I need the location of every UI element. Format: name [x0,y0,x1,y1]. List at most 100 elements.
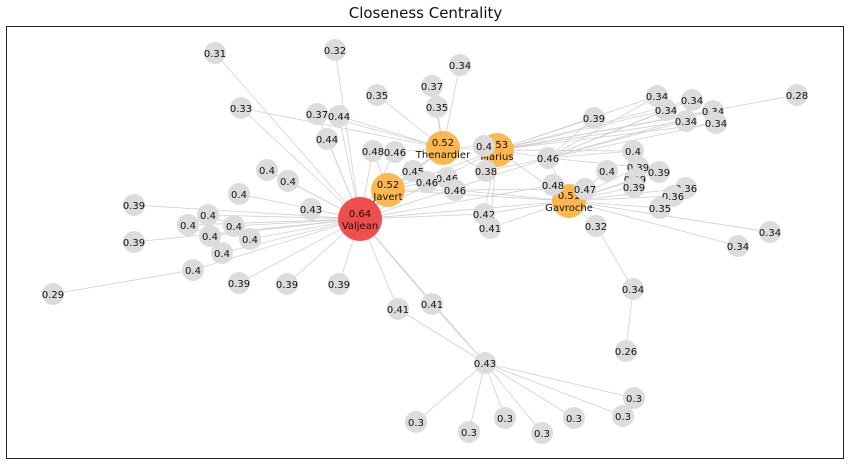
node-circle [786,84,808,106]
node-circle [574,178,596,200]
node-n_034c: 0.34 [655,99,677,121]
edge-valjean-n_033 [240,107,361,220]
node-circle [228,183,250,205]
node-value-label: 0.39 [276,280,298,291]
node-circle [458,421,480,443]
edge-n_043b-n_03g [484,362,635,399]
node-circle [531,422,553,444]
node-circle [475,160,497,182]
node-circle [622,278,644,300]
node-n_03c: 0.3 [494,407,516,429]
node-value-label: 0.46 [436,174,458,185]
node-n_03d: 0.3 [531,422,553,444]
node-value-label: 0.3 [534,429,550,440]
edge-n_043b-n_03d [484,362,543,434]
node-n_041a: 0.41 [479,217,501,239]
edge-n_043b-n_03a [415,362,486,423]
node-n_044b: 0.44 [316,128,338,150]
node-n_034h: 0.34 [759,221,781,243]
node-circle [211,242,233,264]
edge-n_046e-n_034f [547,120,687,159]
node-value-label: 0.53 [486,140,508,151]
node-n_03a: 0.3 [405,411,427,433]
node-circle [387,298,409,320]
node-circle [585,215,607,237]
edge-thenardier-n_044a [338,115,444,149]
edge-valjean-gavroche [359,200,570,220]
node-value-label: 0.39 [123,238,145,249]
node-n_047: 0.47 [574,178,596,200]
node-value-label: 0.4 [231,190,247,201]
node-name-label: Thenardier [415,150,471,161]
node-circle [449,54,471,76]
node-value-label: 0.35 [649,204,671,215]
node-circle [649,197,671,219]
node-circle [705,112,727,134]
node-circle [444,179,466,201]
node-circle [681,89,703,111]
node-value-label: 0.4 [599,167,615,178]
nodes-layer: 0.64Valjean0.52Javert0.52Thenardier0.53M… [42,39,808,444]
node-value-label: 0.33 [230,104,252,115]
node-circle [473,135,495,157]
node-value-label: 0.39 [583,114,605,125]
node-value-label: 0.34 [705,119,727,130]
node-circle [596,160,618,182]
node-n_037a: 0.37 [421,75,443,97]
node-circle [479,217,501,239]
node-value-label: 0.46 [444,186,466,197]
edge-n_046e-n_034b [547,95,658,159]
node-n_048b: 0.48 [542,174,564,196]
node-n_032b: 0.32 [585,215,607,237]
node-n_046d: 0.46 [444,179,466,201]
node-circle [537,147,559,169]
chart-title: Closeness Centrality [348,4,503,22]
node-circle [306,103,328,125]
node-value-label: 0.4 [242,235,258,246]
node-circle [197,204,219,226]
node-n_03b: 0.3 [458,421,480,443]
node-circle [612,405,634,427]
edge-gavroche-n_046d [454,189,570,202]
plot-frame [6,26,844,459]
node-circle [623,387,645,409]
node-n_04c: 0.4 [256,159,278,181]
node-value-label: 0.3 [497,414,513,425]
node-circle [199,225,221,247]
node-n_043a: 0.43 [300,198,322,220]
node-n_044a: 0.44 [328,105,350,127]
node-n_04h: 0.4 [223,215,245,237]
node-value-label: 0.34 [449,61,471,72]
node-circle [474,352,496,374]
node-value-label: 0.64 [349,209,371,220]
node-value-label: 0.34 [646,92,668,103]
node-value-label: 0.4 [214,249,230,260]
node-value-label: 0.39 [623,183,645,194]
node-circle [655,99,677,121]
node-circle [256,159,278,181]
edge-valjean-n_031 [214,52,361,220]
node-value-label: 0.32 [324,46,346,57]
node-circle [405,411,427,433]
node-n_039g: 0.39 [123,231,145,253]
node-value-label: 0.44 [316,135,338,146]
node-circle [316,128,338,150]
node-circle [623,176,645,198]
node-circle [277,170,299,192]
node-circle [421,293,443,315]
node-n_046e: 0.46 [537,147,559,169]
edge-n_043b-n_041b [397,308,486,364]
node-value-label: 0.44 [328,112,350,123]
node-n_039a: 0.39 [583,107,605,129]
node-value-label: 0.35 [426,103,448,114]
node-n_041b: 0.41 [387,298,409,320]
node-value-label: 0.52 [377,180,399,191]
node-n_04j: 0.4 [239,228,261,250]
node-n_034d: 0.34 [681,89,703,111]
node-value-label: 0.34 [681,96,703,107]
edge-valjean-n_039h [238,218,361,284]
node-circle [494,407,516,429]
node-n_034a: 0.34 [449,54,471,76]
